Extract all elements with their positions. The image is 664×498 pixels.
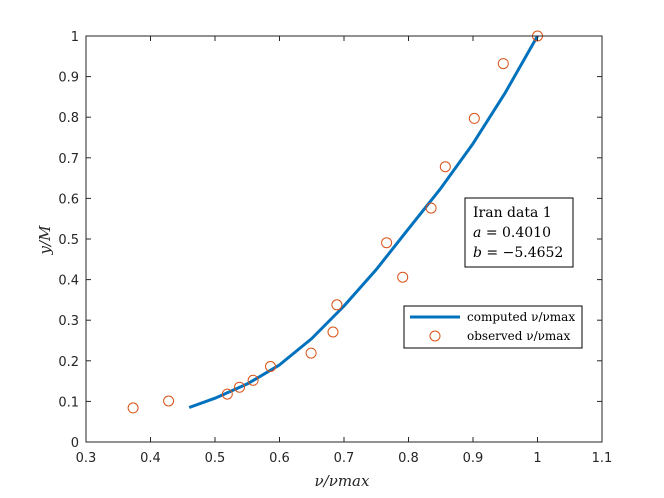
x-tick-label: 0.7 bbox=[334, 451, 355, 466]
annotation-a: a = 0.4010 bbox=[473, 225, 551, 241]
computed-series-line bbox=[188, 35, 539, 409]
axes bbox=[85, 35, 603, 443]
x-axis-label: ν/νmax bbox=[315, 472, 370, 490]
annotation-title: Iran data 1 bbox=[473, 205, 552, 221]
x-tick-label: 0.6 bbox=[269, 451, 290, 466]
x-tick-label: 0.8 bbox=[398, 451, 419, 466]
observed-point bbox=[247, 374, 259, 386]
y-tick-label: 0.6 bbox=[58, 192, 79, 207]
observed-point bbox=[234, 381, 245, 393]
observed-point bbox=[439, 161, 451, 173]
y-tick-label: 0.3 bbox=[58, 314, 79, 329]
annotation-b-value: = −5.4652 bbox=[486, 245, 563, 261]
observed-point bbox=[497, 58, 509, 70]
observed-point bbox=[425, 202, 437, 214]
observed-point bbox=[327, 326, 339, 338]
y-tick-label: 0.7 bbox=[58, 152, 79, 167]
tick-labels: 0.3 0.4 0.5 0.6 0.7 0.8 0.9 1 1.1 0 0.1 0.2 0.3 0.4 0.… bbox=[58, 30, 612, 466]
legend-marker-swatch bbox=[429, 330, 441, 342]
y-tick-label: 0.4 bbox=[58, 274, 79, 289]
x-tick-label: 0.9 bbox=[463, 451, 484, 466]
y-tick-label: 0 bbox=[71, 436, 79, 451]
y-axis-label-text: y/M bbox=[36, 225, 54, 256]
y-tick-label: 1 bbox=[71, 30, 79, 45]
observed-point bbox=[381, 237, 393, 249]
observed-point bbox=[397, 271, 409, 283]
observed-point bbox=[468, 112, 480, 124]
y-tick-label: 0.9 bbox=[58, 71, 79, 86]
y-tick-label: 0.5 bbox=[58, 233, 79, 248]
y-tick-label: 0.8 bbox=[58, 111, 79, 126]
annotation-b-name: b bbox=[473, 245, 482, 261]
observed-point bbox=[127, 402, 139, 414]
x-tick-label: 1.1 bbox=[592, 451, 613, 466]
y-tick-label: 0.1 bbox=[58, 395, 79, 410]
observed-point bbox=[305, 347, 317, 359]
observed-point bbox=[331, 299, 343, 311]
y-tick-label: 0.2 bbox=[58, 355, 79, 370]
x-tick-label: 1 bbox=[533, 451, 541, 466]
annotation-box: Iran data 1 a = 0.4010 b = −5.4652 bbox=[464, 197, 574, 268]
observed-point bbox=[265, 361, 276, 372]
y-axis-label: y/M bbox=[36, 225, 54, 256]
x-tick-label: 0.4 bbox=[140, 451, 161, 466]
legend: computed ν/νmax observed ν/νmax bbox=[403, 305, 583, 349]
annotation-a-name: a bbox=[473, 225, 481, 241]
x-tick-label: 0.3 bbox=[76, 451, 97, 466]
legend-observed-label: observed ν/νmax bbox=[467, 329, 570, 343]
observed-point bbox=[221, 388, 233, 400]
annotation-frame bbox=[464, 197, 574, 268]
x-tick-label: 0.5 bbox=[205, 451, 226, 466]
legend-computed-label: computed ν/νmax bbox=[467, 310, 575, 324]
annotation-b: b = −5.4652 bbox=[473, 245, 563, 261]
annotation-a-value: = 0.4010 bbox=[486, 225, 551, 241]
observed-point bbox=[163, 395, 175, 407]
x-axis-label-text: ν/νmax bbox=[315, 472, 370, 490]
